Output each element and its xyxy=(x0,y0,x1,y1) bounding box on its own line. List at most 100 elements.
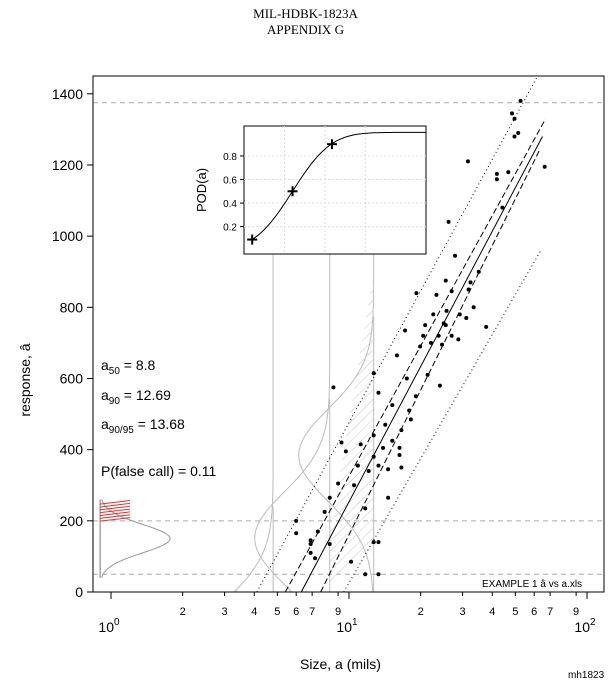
data-point xyxy=(509,111,514,116)
data-point xyxy=(468,280,473,285)
data-point xyxy=(336,481,341,486)
x-minor-tick-label: 2 xyxy=(180,606,186,618)
data-point xyxy=(418,344,423,349)
x-minor-tick-label: 7 xyxy=(547,606,553,618)
inset-gridlines xyxy=(244,126,426,254)
false-call-hatch xyxy=(100,500,131,505)
data-point xyxy=(518,98,523,103)
false-call-hatch xyxy=(100,514,131,519)
data-point xyxy=(363,572,368,577)
x-minor-tick-label: 3 xyxy=(221,606,227,618)
data-point xyxy=(449,333,454,338)
x-major-tick-label: 101 xyxy=(336,617,358,635)
x-minor-tick-label: 9 xyxy=(573,606,579,618)
data-point xyxy=(363,506,368,511)
data-point xyxy=(399,428,404,433)
data-point xyxy=(313,556,318,561)
data-point xyxy=(376,540,381,545)
x-minor-tick-label: 6 xyxy=(293,606,299,618)
data-point xyxy=(465,159,470,164)
data-point xyxy=(327,541,332,546)
data-point xyxy=(390,438,395,443)
data-point xyxy=(512,134,517,139)
false-call-hatch xyxy=(100,517,131,522)
x-minor-tick-label: 4 xyxy=(251,606,257,618)
data-point xyxy=(308,538,313,543)
inset-y-tick-label: 0.2 xyxy=(223,223,237,234)
data-point xyxy=(408,417,413,422)
prediction-bound xyxy=(343,250,542,593)
false-call-hatch xyxy=(100,508,131,514)
pod-markers xyxy=(247,139,337,245)
data-point xyxy=(352,483,357,488)
data-point xyxy=(349,559,354,564)
y-axis: 0 200 400 600 800 1000 1200 1400 xyxy=(52,86,93,600)
data-point xyxy=(444,308,449,313)
regression-lines xyxy=(256,75,547,593)
data-point xyxy=(414,291,419,296)
stat-a90: a90 = 12.69 xyxy=(101,387,171,407)
header-line-1: MIL-HDBK-1823A xyxy=(253,6,358,21)
data-point xyxy=(399,465,404,470)
inset-y-tick-label: 0.8 xyxy=(223,152,237,163)
data-point xyxy=(376,572,381,577)
data-point xyxy=(358,442,363,447)
data-point xyxy=(315,529,320,534)
y-tick-label: 200 xyxy=(60,513,84,529)
data-point xyxy=(428,340,433,345)
data-point xyxy=(376,390,381,395)
data-point xyxy=(436,333,441,338)
x-minor-tick-label: 7 xyxy=(309,606,315,618)
data-point xyxy=(394,353,399,358)
stat-false-call: P(false call) = 0.11 xyxy=(101,463,217,479)
file-label: EXAMPLE 1 â vs a.xls xyxy=(482,579,582,590)
data-point xyxy=(457,312,462,317)
inset-frame xyxy=(243,125,427,255)
data-points xyxy=(294,98,547,577)
false-call-hatch xyxy=(100,502,131,508)
y-tick-label: 400 xyxy=(60,442,84,458)
data-point xyxy=(339,440,344,445)
y-tick-label: 1400 xyxy=(52,86,83,102)
data-point xyxy=(431,312,436,317)
data-point xyxy=(386,495,391,500)
data-point xyxy=(390,403,395,408)
header-line-2: APPENDIX G xyxy=(267,22,344,37)
data-point xyxy=(506,170,511,175)
data-point xyxy=(371,371,376,376)
y-tick-label: 1200 xyxy=(52,157,83,173)
data-point xyxy=(331,385,336,390)
pod-inset: 0.2 0.4 0.6 0.8 POD(a) xyxy=(194,125,427,255)
data-point xyxy=(434,292,439,297)
noise-density-curve xyxy=(101,499,171,578)
y-tick-label: 1000 xyxy=(52,228,83,244)
data-point xyxy=(308,550,313,555)
data-point xyxy=(308,541,313,546)
x-minor-tick-label: 9 xyxy=(335,606,341,618)
x-major-tick-label: 102 xyxy=(574,617,596,635)
data-point xyxy=(484,324,489,329)
data-point xyxy=(366,469,371,474)
data-point xyxy=(421,333,426,338)
data-point xyxy=(476,269,481,274)
false-call-hatch xyxy=(100,505,131,511)
data-point xyxy=(437,383,442,388)
data-point xyxy=(449,289,454,294)
data-point xyxy=(397,452,402,457)
figure-code: mh1823 xyxy=(568,670,605,681)
data-point xyxy=(423,323,428,328)
data-point xyxy=(404,376,409,381)
stat-a50: a50 = 8.8 xyxy=(101,357,156,377)
inset-y-axis-title: POD(a) xyxy=(194,168,209,212)
data-point xyxy=(500,205,505,210)
data-point xyxy=(381,445,386,450)
data-point xyxy=(371,433,376,438)
pod-curve xyxy=(251,131,426,240)
data-point xyxy=(343,449,348,454)
data-point xyxy=(371,540,376,545)
stat-a9095: a90/95 = 13.68 xyxy=(101,416,185,436)
data-point xyxy=(471,305,476,310)
data-point xyxy=(456,337,461,342)
data-point xyxy=(407,408,412,413)
